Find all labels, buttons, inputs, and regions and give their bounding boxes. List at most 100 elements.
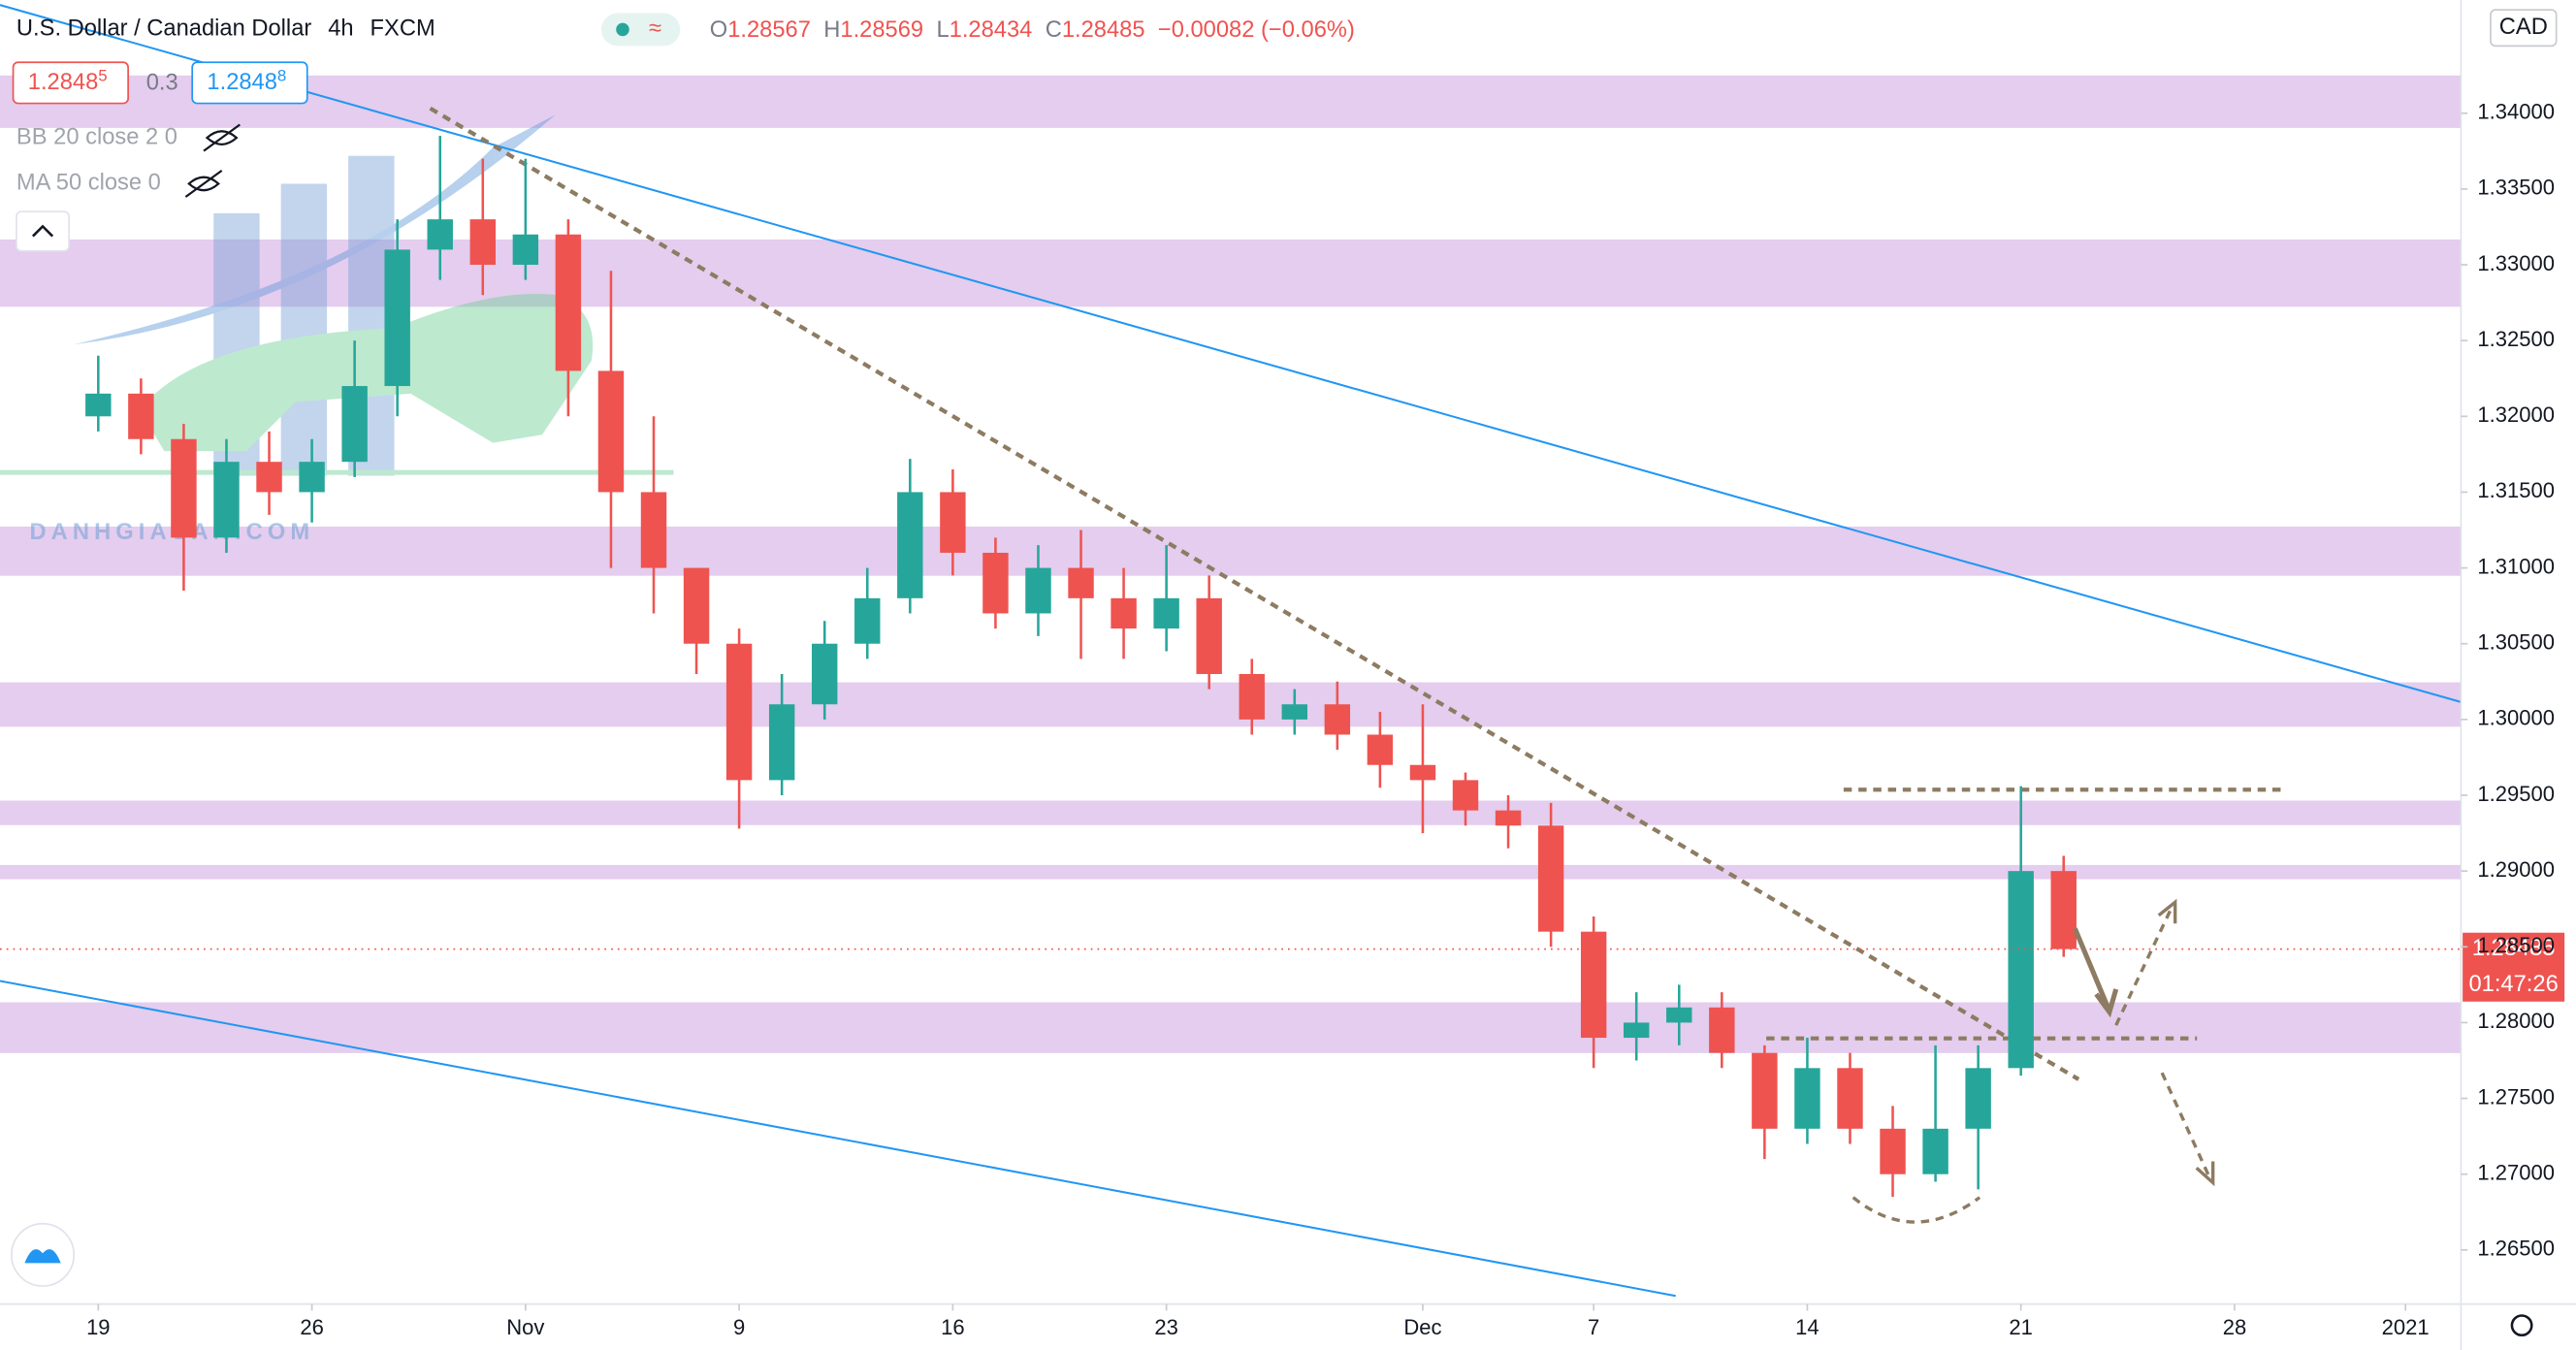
ohlc-value: 1.28434 [950,17,1033,43]
candle-body [1794,1068,1820,1129]
y-tick-label: 1.29000 [2477,857,2555,882]
candle-body [1837,1068,1863,1129]
y-tick-label: 1.30000 [2477,706,2555,730]
ohlc-value: 1.28567 [727,17,811,43]
ohlc-label: C [1046,17,1062,43]
indicator[interactable]: BB 20 close 2 0 [16,124,177,149]
logo-bar [280,183,328,476]
candle-body [1666,1007,1692,1023]
hide-icon[interactable] [184,170,223,198]
trendline [0,4,2462,703]
drawings [0,4,2462,1298]
sell-button[interactable] [12,61,129,105]
candle-body [1709,1007,1735,1053]
candle-body [171,438,197,538]
sell-price: 1.28485 [28,67,108,96]
header: U.S. Dollar / Canadian Dollar 4h FXCM [16,16,435,42]
candle-body [2008,871,2034,1069]
candle-body [85,393,112,417]
ohlc-value: 1.28485 [1062,17,1145,43]
buy-price: 1.28488 [207,67,286,96]
x-tick-label: 23 [1154,1315,1178,1339]
trendline [0,980,1676,1298]
candle-body [683,567,710,644]
status-pill[interactable] [600,13,681,47]
interval: 4h [328,16,353,42]
candle-body [555,234,582,371]
zone [0,526,2462,576]
watermark-logo [0,114,674,476]
status-dot [616,22,629,37]
settings-icon[interactable] [2510,1314,2533,1337]
y-tick-label: 1.34000 [2477,100,2555,124]
candle-body [1196,597,1222,674]
y-tick-label: 1.31500 [2477,478,2555,502]
candle-body [897,492,923,598]
candle-body [1537,825,1564,932]
ohlc-value: 1.28569 [840,17,923,43]
last-price-box [2463,932,2565,1002]
candle-body [940,492,966,553]
arrow-head [2195,1161,2215,1187]
candle-body [1965,1068,1991,1129]
candle-body [1111,597,1137,629]
countdown: 01:47:26 [2468,972,2558,997]
candle-body [1281,704,1308,720]
spread: 0.3 [146,71,178,96]
watermark-text: DANHGIASAN.COM [29,520,314,545]
candle-body [1239,673,1265,720]
y-tick-label: 1.27500 [2477,1084,2555,1109]
arrow-down [2073,927,2110,1009]
buy-button[interactable] [191,61,308,105]
candle-body [1623,1022,1650,1039]
ohlc-label: H [823,17,840,43]
candle-body [1452,780,1479,811]
candle-body [725,643,753,781]
candle-body [1324,704,1351,735]
zone [0,864,2462,880]
axes: 1.28485 01:47:26 1.26500 1.27000 1.27500 1.28… [86,100,2565,1339]
zone [0,682,2462,727]
x-tick-label: 9 [733,1315,745,1339]
candle-body [427,219,453,250]
candle-body [854,597,881,644]
candle-body [1068,567,1094,598]
candle-body [811,643,838,705]
indicator[interactable]: MA 50 close 0 [16,171,161,196]
candle-body [1880,1128,1906,1174]
arrow-up [2114,906,2174,1026]
y-tick-label: 1.29500 [2477,782,2555,806]
collapse-button[interactable] [16,210,70,252]
currency-button[interactable] [2490,9,2558,48]
x-tick-label: 2021 [2382,1315,2430,1339]
x-tick-label: 28 [2223,1315,2247,1339]
candle-body [768,704,795,781]
candle-body [2050,871,2077,949]
zone [0,1002,2462,1053]
x-tick-label: 7 [1588,1315,1599,1339]
zone [0,75,2462,128]
y-tick-label: 1.33000 [2477,251,2555,275]
currency: CAD [2499,15,2548,40]
arrow-down-alt [2160,1072,2211,1179]
y-tick-label: 1.28000 [2477,1009,2555,1033]
y-tick-label: 1.32000 [2477,402,2555,427]
buy-main: 1.2848 [207,71,277,96]
cup-curve [1852,1196,1981,1224]
sell-main: 1.2848 [28,71,99,96]
y-tick-label: 1.27000 [2477,1161,2555,1185]
x-tick-label: Dec [1403,1315,1441,1339]
x-tick-label: 19 [86,1315,111,1339]
x-tick-label: 14 [1795,1315,1819,1339]
x-tick-label: Nov [506,1315,544,1339]
change: −0.00082 (−0.06%) [1158,17,1355,43]
arrow-head [2094,988,2119,1018]
candle-body [1922,1128,1948,1174]
candle-body [1409,764,1436,781]
candle-body [384,249,410,387]
candle-body [256,462,282,493]
candle-body [341,386,368,463]
candle-body [1025,567,1051,614]
hide-icon[interactable] [203,123,241,152]
